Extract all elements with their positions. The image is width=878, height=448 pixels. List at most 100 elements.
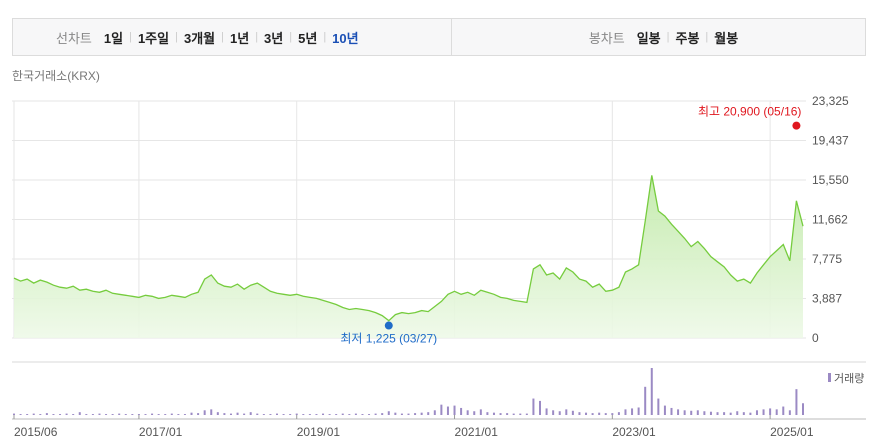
x-tick-label: 2019/01 [297, 425, 341, 439]
volume-bar [749, 412, 752, 415]
volume-bar [308, 414, 311, 415]
volume-bar [269, 414, 272, 415]
volume-bar [591, 413, 594, 415]
volume-bar [137, 414, 140, 415]
volume-bar [466, 410, 469, 415]
annotation-label: 최저 1,225 (03/27) [340, 332, 437, 346]
volume-bar [302, 414, 305, 415]
volume-bar [210, 409, 213, 415]
period-tab[interactable]: 10년 [332, 30, 359, 46]
period-tab[interactable]: 1년 [229, 30, 250, 46]
volume-bar [624, 409, 627, 415]
volume-bar [729, 412, 732, 415]
volume-bar [539, 400, 541, 415]
period-tab[interactable]: 일봉 [636, 30, 661, 46]
y-tick-label: 15,550 [812, 173, 849, 187]
volume-bar [637, 407, 640, 415]
volume-bar [13, 413, 15, 415]
volume-bar [716, 412, 719, 415]
period-tab[interactable]: 3개월 [183, 30, 216, 46]
volume-bar [486, 412, 489, 415]
volume-bar [440, 404, 443, 415]
annotation-dot [792, 121, 801, 130]
volume-bar [512, 413, 515, 415]
volume-bar [460, 407, 463, 415]
volume-bar [578, 412, 581, 415]
volume-bar [157, 414, 160, 415]
volume-bar [473, 411, 476, 415]
volume-bar [183, 414, 186, 415]
volume-bar [105, 414, 108, 415]
volume-bar [374, 413, 377, 415]
volume-bar [604, 413, 607, 415]
volume-bar [690, 410, 693, 415]
x-tick-label: 2015/06 [14, 425, 58, 439]
volume-bar [52, 414, 55, 415]
volume-bar [256, 413, 259, 415]
volume-bar [499, 413, 502, 415]
period-tab[interactable]: 월봉 [714, 30, 739, 46]
volume-bar [479, 409, 482, 415]
volume-bar [775, 409, 778, 415]
volume-bar [262, 414, 265, 415]
period-tab[interactable]: 3년 [264, 30, 284, 46]
volume-bar [571, 410, 574, 415]
volume-bar [703, 411, 706, 415]
volume-bar [492, 412, 495, 415]
volume-bar [802, 403, 804, 415]
annotation-dot [384, 321, 393, 330]
price-line [13, 175, 804, 322]
volume-bar [532, 398, 535, 415]
volume-bar [315, 414, 318, 415]
volume-bar [617, 412, 620, 415]
volume-bar [98, 413, 101, 415]
period-tab[interactable]: 1주일 [137, 30, 170, 46]
volume-bar [696, 410, 699, 415]
volume-bar [190, 412, 193, 415]
volume-bar [506, 413, 509, 415]
volume-bar [354, 413, 357, 415]
volume-bar [144, 414, 147, 415]
volume-bar [552, 410, 555, 415]
volume-bar [203, 410, 206, 415]
period-tab[interactable]: 5년 [298, 30, 318, 46]
separator: | [221, 31, 224, 43]
volume-bar [631, 408, 634, 415]
volume-bar [368, 414, 371, 415]
volume-bar [723, 412, 726, 415]
volume-bar [335, 414, 338, 415]
volume-bar [282, 414, 285, 415]
volume-bar [446, 406, 449, 415]
volume-bar [361, 414, 364, 415]
volume-bar [72, 414, 75, 415]
period-tab[interactable]: 1일 [103, 30, 124, 46]
volume-bar [65, 413, 68, 415]
separator: | [175, 31, 178, 43]
volume-bar [519, 413, 522, 415]
volume-bar [164, 414, 167, 415]
tab-title: 선차트 [56, 30, 92, 46]
volume-bar [427, 412, 430, 415]
volume-bar [742, 412, 745, 415]
volume-bar [276, 413, 278, 415]
x-tick-label: 2017/01 [139, 425, 183, 439]
period-tab[interactable]: 주봉 [675, 30, 700, 46]
volume-bar [118, 413, 121, 415]
area-fill [14, 175, 803, 338]
volume-bar [295, 413, 298, 415]
volume-bar [19, 414, 22, 415]
volume-bar [611, 413, 614, 415]
line-chart-tabs: 선차트 1일 | 1주일 | 3개월 | 1년 | 3년 | 5년 | 10년 [13, 19, 452, 55]
volume-bar [39, 414, 42, 415]
volume-bar [755, 410, 758, 415]
volume-bar [407, 413, 410, 415]
volume-bar [683, 410, 686, 415]
volume-bar [644, 386, 647, 415]
volume-bar [229, 413, 232, 415]
volume-bar [328, 414, 331, 415]
volume-bar [769, 408, 772, 415]
volume-bar [381, 413, 384, 415]
volume-bar [289, 414, 292, 415]
volume-bar [394, 412, 397, 415]
